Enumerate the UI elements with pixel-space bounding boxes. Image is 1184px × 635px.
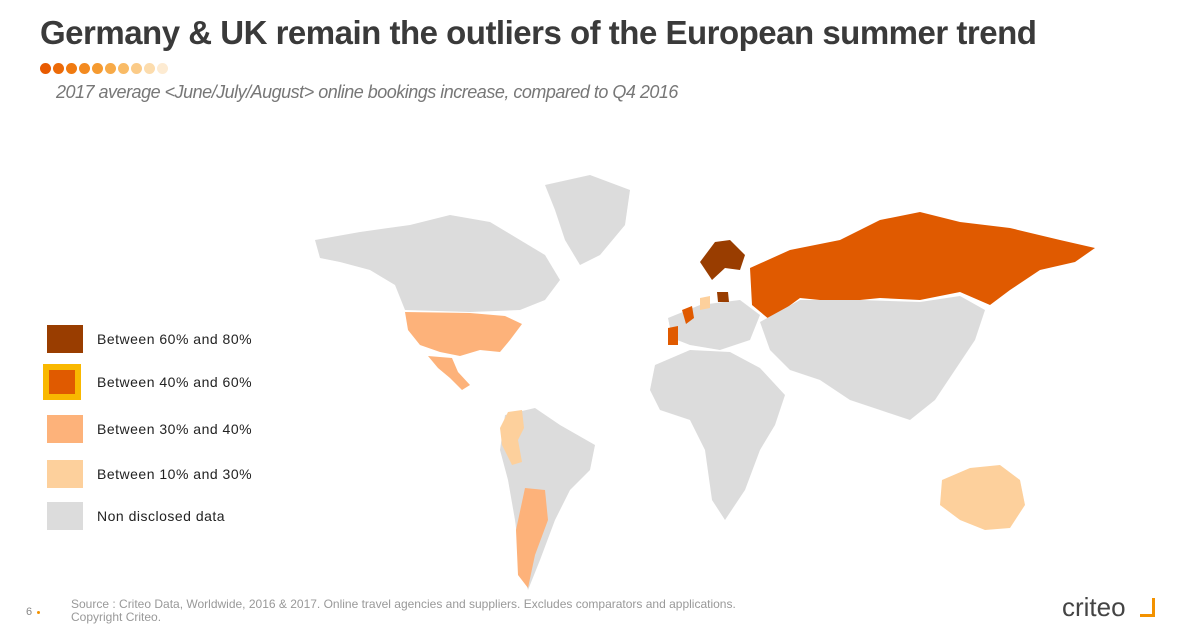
legend-swatch	[43, 364, 81, 400]
region	[668, 300, 760, 350]
legend-swatch	[47, 325, 83, 353]
region	[516, 488, 548, 588]
region	[650, 350, 785, 520]
subtitle: 2017 average <June/July/August> online b…	[56, 82, 678, 102]
source-note: Source : Criteo Data, Worldwide, 2016 & …	[71, 598, 736, 624]
legend-label: Between 40% and 60%	[97, 374, 253, 390]
title: Germany & UK remain the outliers of the …	[40, 14, 1037, 51]
legend-label: Between 60% and 80%	[97, 331, 253, 347]
copyright: Copyright Criteo.	[71, 610, 162, 624]
legend-label: Between 10% and 30%	[97, 466, 253, 482]
legend-label: Between 30% and 40%	[97, 421, 253, 437]
logo-mark	[1140, 598, 1155, 617]
region	[315, 215, 560, 312]
region	[405, 312, 522, 356]
region	[700, 240, 745, 280]
source: Source : Criteo Data, Worldwide, 2016 & …	[71, 597, 736, 611]
region	[428, 356, 470, 390]
region	[940, 465, 1025, 530]
legend-label: Non disclosed data	[97, 508, 226, 524]
legend-swatch	[47, 460, 83, 488]
region	[700, 296, 710, 310]
region	[545, 175, 630, 265]
page-number: 6	[26, 606, 33, 618]
region	[682, 306, 694, 324]
page-dot	[37, 611, 40, 614]
legend-swatch	[47, 502, 83, 530]
region	[668, 326, 678, 345]
region	[500, 410, 524, 465]
legend-swatch	[47, 415, 83, 443]
region	[760, 296, 985, 420]
region	[717, 292, 729, 302]
region	[750, 212, 1095, 320]
logo: criteo	[1062, 592, 1126, 622]
decor-dots	[40, 63, 168, 74]
